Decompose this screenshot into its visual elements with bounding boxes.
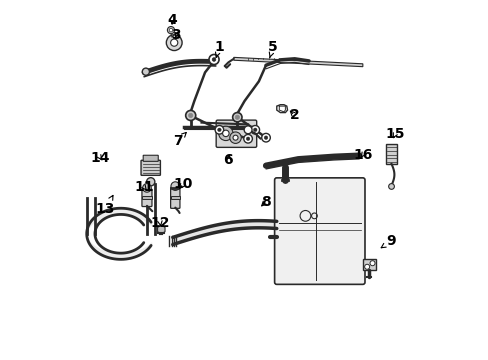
Circle shape	[167, 27, 174, 34]
Circle shape	[235, 115, 239, 120]
Text: 9: 9	[380, 234, 396, 248]
Circle shape	[253, 128, 257, 132]
Text: 7: 7	[173, 132, 186, 148]
Circle shape	[229, 132, 241, 143]
Polygon shape	[233, 57, 362, 67]
FancyBboxPatch shape	[170, 196, 180, 199]
Circle shape	[212, 58, 215, 61]
Circle shape	[208, 54, 219, 64]
Circle shape	[232, 113, 242, 122]
Text: 11: 11	[134, 180, 154, 194]
Text: 13: 13	[96, 195, 115, 216]
Text: 6: 6	[223, 153, 233, 167]
Text: 3: 3	[171, 28, 181, 42]
Circle shape	[261, 134, 270, 142]
Text: 5: 5	[268, 40, 278, 57]
Circle shape	[364, 264, 369, 269]
Circle shape	[166, 35, 182, 50]
Circle shape	[369, 261, 374, 266]
FancyBboxPatch shape	[274, 178, 364, 284]
Circle shape	[188, 113, 192, 118]
FancyBboxPatch shape	[141, 160, 160, 175]
Text: 12: 12	[150, 216, 170, 230]
FancyBboxPatch shape	[143, 155, 158, 161]
FancyBboxPatch shape	[386, 144, 396, 164]
Text: 10: 10	[174, 177, 193, 190]
FancyBboxPatch shape	[362, 259, 376, 270]
FancyBboxPatch shape	[142, 196, 152, 199]
Text: 8: 8	[261, 194, 270, 208]
Circle shape	[388, 184, 394, 189]
Circle shape	[171, 182, 179, 190]
Circle shape	[222, 130, 228, 136]
Polygon shape	[157, 225, 164, 234]
FancyBboxPatch shape	[216, 120, 256, 147]
FancyBboxPatch shape	[142, 189, 152, 207]
Circle shape	[246, 137, 249, 140]
Circle shape	[170, 39, 178, 46]
Text: 2: 2	[289, 108, 299, 122]
Circle shape	[217, 128, 221, 132]
Text: 1: 1	[214, 40, 224, 57]
FancyBboxPatch shape	[170, 187, 180, 208]
Circle shape	[142, 184, 151, 192]
Circle shape	[244, 126, 251, 134]
Circle shape	[142, 68, 149, 75]
Circle shape	[169, 28, 172, 32]
Circle shape	[233, 135, 238, 140]
Circle shape	[250, 126, 259, 134]
Circle shape	[244, 134, 252, 143]
Text: 15: 15	[385, 127, 404, 141]
Polygon shape	[276, 105, 287, 113]
Circle shape	[185, 111, 195, 121]
Text: 4: 4	[167, 13, 177, 27]
Circle shape	[146, 178, 155, 186]
Circle shape	[215, 126, 223, 134]
Text: 16: 16	[352, 148, 372, 162]
Circle shape	[264, 136, 267, 139]
Circle shape	[218, 126, 233, 140]
Text: 14: 14	[90, 151, 110, 165]
